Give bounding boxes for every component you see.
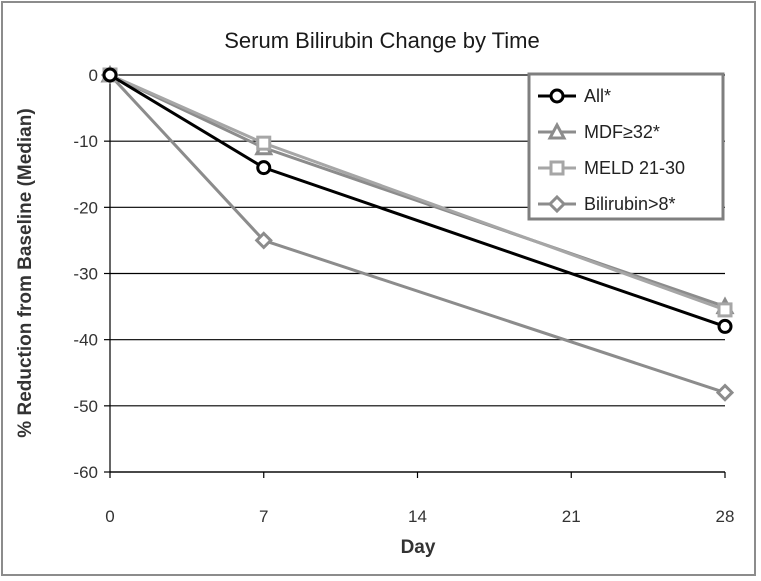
x-tick-labels: 0 7 14 21 28 [105,507,734,526]
y-tick-labels: 0 -10 -20 -30 -40 -50 -60 [73,66,98,482]
data-point-square-marker [717,302,733,318]
y-axis-title: % Reduction from Baseline (Median) [15,108,36,437]
legend-label: MELD 21-30 [584,158,685,178]
legend-label: MDF≥32* [584,122,660,142]
legend-triangle-marker [547,121,567,140]
legend: All* MDF≥32* MELD 21-30 Bilirubin>8* [527,72,725,221]
legend-label: All* [584,86,611,106]
data-point-circle-marker [256,160,272,176]
x-tick-label: 14 [408,507,427,526]
chart-title: Serum Bilirubin Change by Time [224,28,539,53]
data-point-circle-marker [717,318,733,334]
y-tick-label: -50 [73,397,98,416]
legend-diamond-marker [547,194,567,214]
series-0 [102,67,733,334]
legend-circle-marker [549,88,565,104]
data-point-circle-marker [102,67,118,83]
legend-square-marker [549,160,565,176]
y-tick-label: -40 [73,331,98,350]
legend-label: Bilirubin>8* [584,194,676,214]
y-tick-label: 0 [89,66,98,85]
legend-item: MELD 21-30 [538,158,685,178]
y-tick-label: -10 [73,132,98,151]
legend-item: All* [538,86,611,106]
x-axis-title: Day [401,537,436,558]
y-tick-label: -60 [73,463,98,482]
y-tick-label: -20 [73,198,98,217]
x-tick-label: 21 [562,507,581,526]
y-tick-label: -30 [73,265,98,284]
axes [104,74,726,478]
x-tick-label: 28 [716,507,735,526]
x-tick-label: 7 [259,507,268,526]
series [100,64,735,402]
data-point-diamond-marker [715,383,735,402]
data-point-square-marker [256,135,272,151]
legend-item: Bilirubin>8* [538,194,676,214]
data-point-diamond-marker [254,231,273,250]
x-tick-label: 0 [105,507,114,526]
legend-item: MDF≥32* [538,121,660,142]
